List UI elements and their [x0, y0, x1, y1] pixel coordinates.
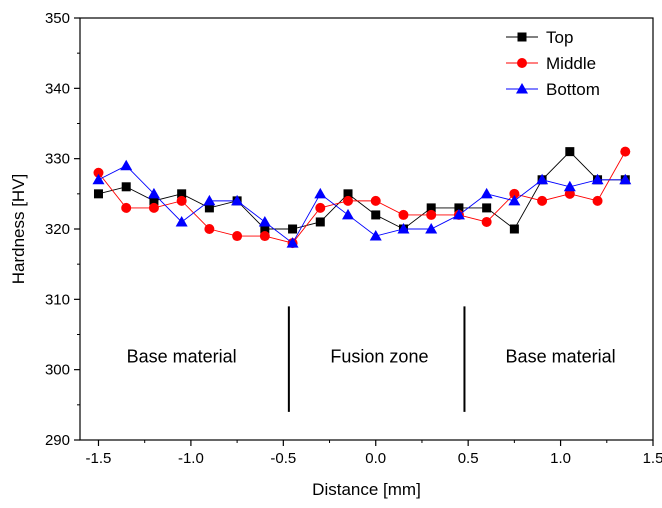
region-label: Base material — [506, 347, 616, 367]
data-point-middle — [259, 231, 270, 242]
series-middle — [93, 146, 631, 249]
data-point-bottom — [536, 173, 549, 185]
data-point-bottom — [397, 223, 410, 234]
data-point-middle — [620, 146, 631, 157]
data-point-bottom — [369, 230, 382, 241]
series-line-top — [98, 150, 626, 230]
legend-marker-middle — [517, 58, 527, 68]
x-tick-label: -0.5 — [270, 450, 296, 467]
legend: Top Middle Bottom — [506, 28, 600, 99]
data-point-bottom — [591, 173, 604, 185]
legend-marker-top — [517, 32, 527, 42]
data-point-bottom — [231, 194, 244, 206]
data-point-bottom — [203, 194, 216, 206]
data-point-middle — [176, 195, 187, 206]
data-point-middle — [509, 188, 520, 199]
data-point-bottom — [425, 223, 438, 234]
x-tick-label: 0.0 — [365, 450, 386, 467]
x-axis-title: Distance [mm] — [312, 480, 421, 499]
data-point-middle — [343, 195, 354, 206]
data-point-top — [371, 210, 381, 220]
x-tick-label: 0.5 — [458, 450, 479, 467]
data-point-bottom — [342, 208, 355, 220]
data-point-middle — [370, 195, 381, 206]
series-top — [93, 147, 630, 234]
data-point-middle — [592, 195, 603, 206]
y-axis-title: Hardness [HV] — [9, 174, 28, 285]
legend-label-bottom: Bottom — [546, 80, 600, 99]
data-point-bottom — [480, 187, 493, 199]
region-label: Fusion zone — [330, 347, 428, 367]
x-tick-label: 1.0 — [550, 450, 571, 467]
region-annotations: Base material Fusion zone Base material — [127, 306, 616, 412]
data-point-middle — [93, 167, 104, 178]
data-point-bottom — [147, 187, 160, 199]
series-bottom — [92, 159, 632, 248]
y-tick-label: 330 — [45, 151, 70, 168]
data-point-bottom — [175, 215, 188, 227]
data-point-top — [177, 189, 187, 199]
data-point-bottom — [452, 208, 465, 220]
data-point-bottom — [314, 187, 327, 199]
data-point-bottom — [92, 173, 105, 185]
y-tick-label: 350 — [45, 10, 70, 27]
y-tick-label: 340 — [45, 80, 70, 97]
data-point-bottom — [258, 215, 271, 227]
data-point-middle — [204, 224, 215, 234]
data-point-top — [288, 224, 298, 234]
data-point-bottom — [120, 159, 133, 171]
y-tick-label: 310 — [45, 291, 70, 308]
region-label: Base material — [127, 347, 237, 367]
data-point-top — [482, 203, 492, 213]
data-point-bottom — [563, 180, 576, 192]
y-tick-label: 320 — [45, 221, 70, 238]
x-tick-label: -1.5 — [86, 450, 112, 467]
data-point-bottom — [508, 194, 521, 206]
legend-label-top: Top — [546, 28, 573, 47]
data-point-middle — [426, 209, 437, 220]
x-tick-label: 1.5 — [643, 450, 662, 467]
data-point-bottom — [619, 173, 632, 185]
data-point-middle — [537, 195, 548, 206]
data-point-top — [343, 189, 353, 199]
y-tick-label: 290 — [45, 432, 70, 449]
data-point-middle — [315, 202, 326, 213]
legend-marker-bottom — [516, 83, 528, 94]
axis-ticks: -1.5 -1.0 -0.5 0.0 0.5 1.0 1.5 290 300 310 320 330 3… — [45, 10, 662, 467]
data-point-top — [509, 224, 519, 234]
data-point-top — [315, 217, 325, 227]
data-point-middle — [121, 202, 132, 213]
legend-label-middle: Middle — [546, 54, 596, 73]
data-point-middle — [481, 216, 492, 227]
data-point-bottom — [286, 237, 299, 248]
data-point-top — [204, 203, 214, 213]
data-point-top — [426, 203, 436, 213]
data-point-top — [454, 203, 464, 213]
data-point-top — [565, 147, 575, 157]
data-point-middle — [232, 231, 243, 242]
data-point-middle — [148, 202, 159, 213]
data-point-top — [121, 182, 131, 192]
data-point-middle — [398, 209, 409, 220]
data-point-middle — [564, 188, 575, 199]
plot-marks — [92, 146, 632, 249]
data-point-top — [149, 196, 159, 206]
data-point-top — [93, 189, 103, 199]
y-tick-label: 300 — [45, 362, 70, 379]
x-tick-label: -1.0 — [178, 450, 204, 467]
data-point-top — [260, 224, 270, 234]
